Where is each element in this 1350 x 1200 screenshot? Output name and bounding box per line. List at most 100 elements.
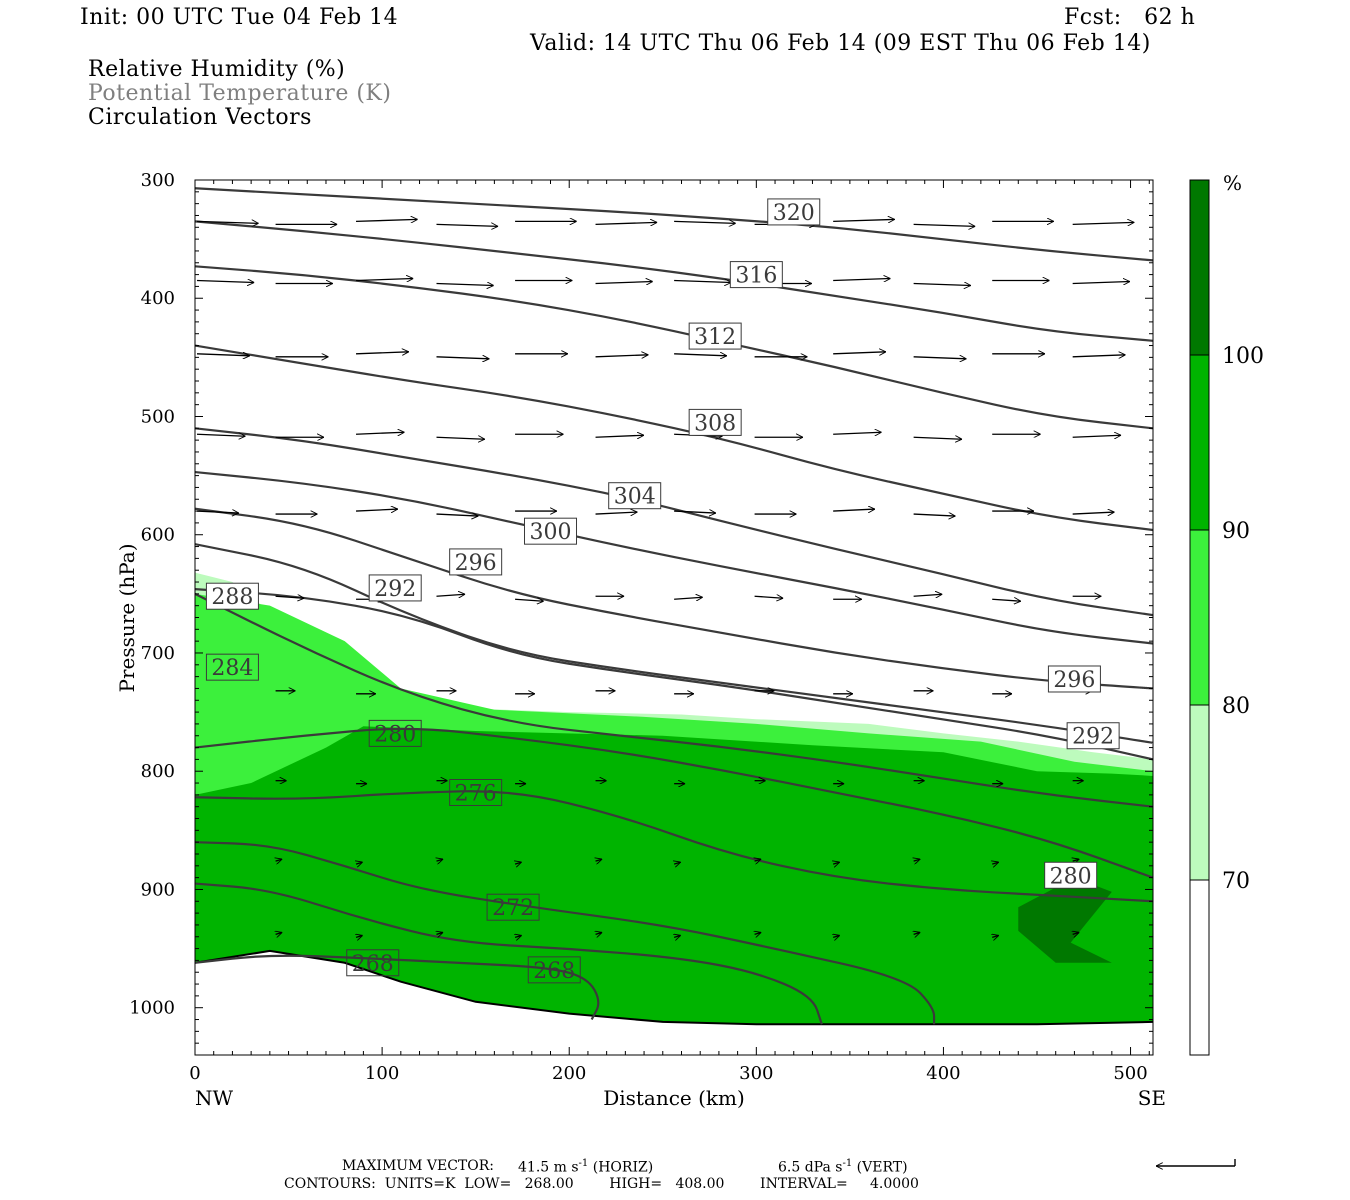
vector-arrow <box>436 284 494 286</box>
theta-label-text: 292 <box>374 577 416 602</box>
colorbar-level-label: 70 <box>1222 869 1250 894</box>
vector-arrow <box>356 935 363 937</box>
x-tick-label: 300 <box>739 1063 773 1084</box>
x-tick-label: 0 <box>189 1063 200 1084</box>
axes-layer: 300 400 500 600 700 800 900 1000 0 100 200 300 400 50… <box>129 170 1153 1084</box>
max-vector-vert: 6.5 dPa s-1 (VERT) <box>778 1158 908 1176</box>
theta-contour-300 <box>195 470 1153 645</box>
vector-arrow <box>595 222 658 224</box>
vector-arrow <box>356 509 398 511</box>
vector-arrow <box>833 935 840 937</box>
theta-label-text: 304 <box>614 485 656 510</box>
theta-label-text: 272 <box>492 896 534 921</box>
theta-label: 296 <box>1047 665 1101 693</box>
vector-arrow <box>275 596 305 598</box>
vector-arrow <box>913 357 967 359</box>
theta-label: 292 <box>368 574 422 602</box>
theta-label: 308 <box>688 408 742 436</box>
y-tick-label: 300 <box>141 170 175 191</box>
vector-arrow <box>913 437 962 439</box>
vector-arrow <box>1072 512 1115 514</box>
vector-arrow <box>914 932 921 934</box>
vector-arrow <box>356 219 418 221</box>
vector-arrow <box>913 224 976 226</box>
vector-arrow <box>515 862 522 864</box>
vector-arrow <box>356 432 404 434</box>
theta-label-text: 316 <box>735 264 777 289</box>
reference-vector-icon <box>1156 1159 1236 1166</box>
vector-arrow <box>196 511 239 513</box>
theta-contour-292 <box>195 543 1153 744</box>
colorbar-swatch <box>1190 880 1209 1055</box>
theta-label: 288 <box>205 582 259 610</box>
max-vector-horiz: 41.5 m s-1 (HORIZ) <box>518 1158 653 1176</box>
valid-time: Valid: 14 UTC Thu 06 Feb 14 (09 EST Thu … <box>530 31 1151 56</box>
contour-info: CONTOURS: UNITS=K LOW= 268.00 HIGH= 408.… <box>284 1176 919 1192</box>
vector-arrow <box>755 859 762 861</box>
vector-arrow <box>515 599 544 601</box>
vector-arrow <box>356 352 409 354</box>
vector-arrow <box>674 281 731 283</box>
theta-label-text: 288 <box>211 585 253 610</box>
vector-arrow <box>1073 859 1080 861</box>
vector-arrow <box>276 859 283 861</box>
theta-contour-296 <box>195 507 1153 690</box>
vector-arrow <box>1072 222 1135 224</box>
theta-label-text: 276 <box>455 782 497 807</box>
vector-arrow <box>833 509 875 511</box>
theta-label-layer: 320 316 312 308 304 300 296 292 288 284 280 276 272 2… <box>205 198 1120 984</box>
theta-label-text: 320 <box>773 201 815 226</box>
vector-arrow <box>992 862 999 864</box>
vert-value: 6.5 dPa s <box>778 1159 843 1176</box>
vector-arrow <box>595 512 638 514</box>
vector-arrow <box>674 511 716 513</box>
vector-arrow <box>595 282 653 284</box>
vector-arrow <box>674 597 703 599</box>
theta-contour-288 <box>195 588 1153 761</box>
vector-arrow <box>436 224 499 226</box>
vector-arrow <box>276 932 283 934</box>
theta-contour-276 <box>195 790 1153 903</box>
theta-contour-284 <box>195 592 1153 808</box>
vector-arrow <box>833 862 840 864</box>
theta-contour-280 <box>195 727 1153 879</box>
y-tick-label: 800 <box>141 761 175 782</box>
vector-arrow <box>992 935 999 937</box>
colorbar: 100 90 80 70% <box>1189 171 1264 1056</box>
colorbar-swatch <box>1190 530 1209 705</box>
vector-arrow <box>674 354 727 356</box>
vector-arrow <box>436 594 466 596</box>
vector-arrow <box>913 594 943 596</box>
theta-label: 276 <box>449 779 503 807</box>
y-tick-label: 500 <box>141 406 175 427</box>
vector-arrow <box>196 434 245 436</box>
theta-label: 300 <box>524 517 578 545</box>
vector-arrow <box>833 279 890 281</box>
theta-contour-low-276 <box>195 841 936 1025</box>
vector-arrow <box>196 354 250 356</box>
theta-label-text: 280 <box>1050 864 1092 889</box>
x-tick-label: 100 <box>365 1063 399 1084</box>
rh-fill-dark <box>1018 877 1112 963</box>
vector-arrow <box>1073 932 1080 934</box>
horiz-value: 41.5 m s <box>518 1159 579 1176</box>
theta-contour-320 <box>195 187 1153 262</box>
theta-label: 316 <box>729 261 783 289</box>
vector-arrow <box>436 514 479 516</box>
theta-label-text: 280 <box>374 722 416 747</box>
colorbar-swatch <box>1190 705 1209 880</box>
vector-arrow <box>833 432 881 434</box>
x-tick-label: 500 <box>1113 1063 1147 1084</box>
max-vector-label: MAXIMUM VECTOR: <box>342 1158 494 1174</box>
vector-arrow <box>914 859 921 861</box>
y-tick-label: 400 <box>141 288 175 309</box>
colorbar-swatch <box>1190 180 1209 355</box>
vector-arrow <box>436 357 490 359</box>
vector-arrow <box>196 281 254 283</box>
vector-arrow <box>913 284 971 286</box>
theta-label-text: 268 <box>533 959 575 984</box>
theta-label-text: 296 <box>455 551 497 576</box>
vector-arrow <box>596 932 603 934</box>
colorbar-frame <box>1189 179 1210 1056</box>
